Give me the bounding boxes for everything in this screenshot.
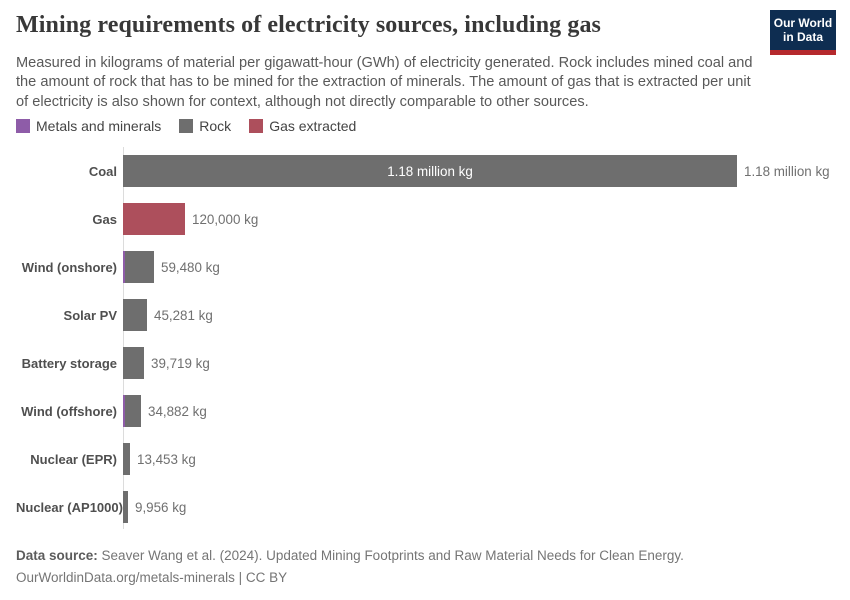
y-axis-line	[123, 147, 124, 529]
chart-row-wind-offshore-: Wind (offshore) 34,882 kg	[16, 387, 834, 435]
bar-value-label: 34,882 kg	[148, 403, 207, 419]
legend-label: Rock	[199, 118, 232, 134]
bar-nuclear-ap1000-[interactable]	[123, 491, 128, 523]
bar-wind-offshore-[interactable]	[123, 395, 141, 427]
metals-segment	[123, 395, 125, 427]
category-label: Wind (onshore)	[21, 259, 117, 275]
legend-label: Metals and minerals	[36, 118, 162, 134]
bar-wind-onshore-[interactable]	[123, 251, 154, 283]
legend-item-rock[interactable]: Rock	[179, 118, 231, 134]
footer: Data source: Seaver Wang et al. (2024). …	[16, 545, 834, 590]
chart-subtitle: Measured in kilograms of material per gi…	[16, 55, 753, 110]
bar-chart: Coal 1.18 million kg 1.18 million kg Gas 120…	[16, 147, 834, 533]
data-source-line: Data source: Seaver Wang et al. (2024). …	[16, 545, 834, 567]
bar-value-label-inside: 1.18 million kg	[387, 163, 473, 179]
category-label: Solar PV	[63, 307, 117, 323]
category-label: Coal	[88, 163, 117, 179]
bar-battery-storage[interactable]	[123, 347, 144, 379]
category-label: Wind (offshore)	[21, 403, 117, 419]
legend-item-metals-and-minerals[interactable]: Metals and minerals	[16, 118, 161, 134]
chart-row-battery-storage: Battery storage 39,719 kg	[16, 339, 834, 387]
chart-row-solar-pv: Solar PV 45,281 kg	[16, 291, 834, 339]
legend-item-gas-extracted[interactable]: Gas extracted	[249, 118, 356, 134]
chart-row-nuclear-ap1000-: Nuclear (AP1000) 9,956 kg	[16, 483, 834, 531]
chart-row-wind-onshore-: Wind (onshore) 59,480 kg	[16, 243, 834, 291]
metals-segment	[123, 251, 125, 283]
category-label: Gas	[92, 211, 117, 227]
bar-value-label: 9,956 kg	[135, 499, 187, 515]
data-source-label: Data source:	[16, 548, 98, 563]
owid-logo-accent-bar	[770, 50, 836, 55]
bar-nuclear-epr-[interactable]	[123, 443, 130, 475]
license-line: OurWorldinData.org/metals-minerals | CC …	[16, 570, 288, 586]
bar-coal[interactable]: 1.18 million kg	[123, 155, 737, 187]
bar-value-label: 13,453 kg	[137, 451, 196, 467]
bar-value-label: 1.18 million kg	[744, 163, 830, 179]
legend-label: Gas extracted	[269, 118, 357, 134]
legend-swatch	[249, 119, 264, 133]
category-label: Nuclear (EPR)	[30, 451, 117, 467]
owid-logo-line2: in Data	[782, 30, 823, 44]
legend: Metals and minerals Rock Gas extracted	[16, 118, 356, 134]
chart-row-gas: Gas 120,000 kg	[16, 195, 834, 243]
bar-value-label: 39,719 kg	[151, 355, 210, 371]
bar-solar-pv[interactable]	[123, 299, 147, 331]
owid-logo-line1: Our World	[773, 15, 833, 30]
bar-gas[interactable]	[123, 203, 185, 235]
chart-row-coal: Coal 1.18 million kg 1.18 million kg	[16, 147, 834, 195]
bar-value-label: 120,000 kg	[192, 211, 259, 227]
legend-swatch	[179, 119, 194, 133]
legend-swatch	[16, 119, 30, 133]
chart-row-nuclear-epr-: Nuclear (EPR) 13,453 kg	[16, 435, 834, 483]
data-source-text: Seaver Wang et al. (2024). Updated Minin…	[101, 548, 684, 563]
page-title: Mining requirements of electricity sourc…	[16, 12, 601, 38]
owid-logo: Our World in Data	[770, 10, 836, 50]
bar-value-label: 59,480 kg	[161, 259, 220, 275]
category-label: Nuclear (AP1000)	[16, 499, 123, 515]
category-label: Battery storage	[21, 355, 117, 371]
bar-value-label: 45,281 kg	[154, 307, 213, 323]
